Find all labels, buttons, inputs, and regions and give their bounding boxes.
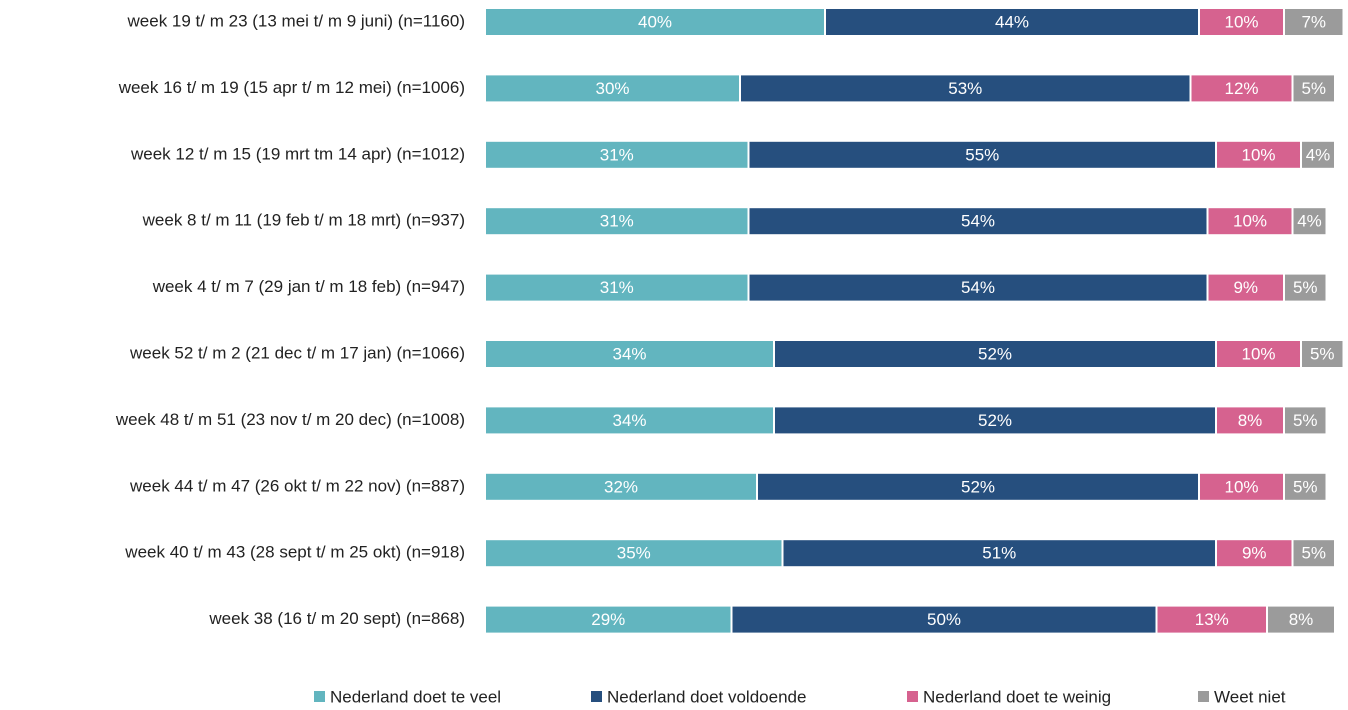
data-label: 10% (1241, 344, 1275, 363)
data-label: 5% (1301, 544, 1326, 563)
bar-segment (486, 341, 773, 367)
bar-segment (1217, 407, 1283, 434)
data-label: 5% (1293, 411, 1318, 430)
bar-segment (749, 274, 1207, 301)
bar-segment (1285, 9, 1343, 35)
legend-label: Nederland doet voldoende (607, 687, 806, 706)
data-label: 51% (982, 544, 1016, 563)
data-label: 31% (600, 278, 634, 297)
data-label: 32% (604, 477, 638, 496)
data-label: 30% (595, 79, 629, 98)
data-label: 53% (948, 79, 982, 98)
data-label: 31% (600, 212, 634, 231)
data-label: 50% (927, 610, 961, 629)
data-label: 9% (1233, 278, 1258, 297)
data-label: 12% (1224, 79, 1258, 98)
data-label: 5% (1293, 477, 1318, 496)
bar-segment (741, 75, 1190, 102)
data-label: 55% (965, 145, 999, 164)
y-tick-label: week 12 t/ m 15 (19 mrt tm 14 apr) (n=10… (130, 144, 465, 163)
data-label: 10% (1241, 145, 1275, 164)
bar-segment (1191, 75, 1292, 102)
data-label: 52% (978, 344, 1012, 363)
data-label: 31% (600, 145, 634, 164)
bar-segment (1293, 75, 1334, 102)
data-label: 34% (612, 344, 646, 363)
bar-segment (1293, 208, 1326, 235)
bar-segment (1302, 141, 1334, 168)
legend-label: Nederland doet te weinig (923, 687, 1111, 706)
bar-segment (732, 606, 1156, 633)
bar-segment (775, 407, 1215, 434)
y-tick-label: week 44 t/ m 47 (26 okt t/ m 22 nov) (n=… (129, 476, 465, 495)
bar-segment (486, 606, 731, 633)
data-label: 4% (1306, 145, 1331, 164)
legend-swatch (1198, 691, 1209, 702)
data-label: 10% (1233, 212, 1267, 231)
bar-segment (1200, 9, 1283, 35)
bar-segment (486, 407, 773, 434)
bar-segment (1285, 274, 1326, 301)
bar-segment (486, 473, 756, 500)
bar-segment (1217, 341, 1300, 367)
data-label: 9% (1242, 544, 1267, 563)
data-label: 13% (1195, 610, 1229, 629)
legend-label: Weet niet (1214, 687, 1286, 706)
bar-segment (826, 9, 1198, 35)
data-label: 5% (1310, 344, 1335, 363)
bar-segment (1217, 540, 1292, 567)
y-tick-label: week 52 t/ m 2 (21 dec t/ m 17 jan) (n=1… (129, 343, 465, 362)
y-tick-label: week 48 t/ m 51 (23 nov t/ m 20 dec) (n=… (115, 410, 465, 429)
data-label: 4% (1297, 212, 1322, 231)
bar-segment (749, 141, 1215, 168)
bar-segment (486, 208, 748, 235)
y-tick-label: week 4 t/ m 7 (29 jan t/ m 18 feb) (n=94… (152, 277, 465, 296)
data-label: 35% (617, 544, 651, 563)
data-label: 10% (1224, 477, 1258, 496)
y-tick-label: week 8 t/ m 11 (19 feb t/ m 18 mrt) (n=9… (142, 211, 465, 230)
y-tick-label: week 38 (16 t/ m 20 sept) (n=868) (208, 609, 465, 628)
bar-segment (1285, 407, 1326, 434)
legend-label: Nederland doet te veel (330, 687, 501, 706)
data-label: 5% (1293, 278, 1318, 297)
bar-segment (1302, 341, 1343, 367)
y-tick-label: week 19 t/ m 23 (13 mei t/ m 9 juni) (n=… (127, 11, 465, 30)
data-label: 44% (995, 12, 1029, 31)
bar-segment (486, 274, 748, 301)
bar-segment (486, 9, 824, 35)
data-label: 54% (961, 212, 995, 231)
bar-segment (749, 208, 1207, 235)
data-label: 40% (638, 12, 672, 31)
data-label: 29% (591, 610, 625, 629)
bar-segment (486, 141, 748, 168)
data-label: 8% (1238, 411, 1263, 430)
data-label: 52% (978, 411, 1012, 430)
bar-segment (783, 540, 1215, 567)
data-label: 54% (961, 278, 995, 297)
bar-segment (1200, 473, 1283, 500)
bar-segment (775, 341, 1215, 367)
y-tick-label: week 16 t/ m 19 (15 apr t/ m 12 mei) (n=… (118, 78, 465, 97)
legend-swatch (314, 691, 325, 702)
bar-segment (1208, 274, 1283, 301)
y-tick-label: week 40 t/ m 43 (28 sept t/ m 25 okt) (n… (124, 543, 465, 562)
bar-segment (1293, 540, 1334, 567)
data-label: 34% (612, 411, 646, 430)
data-label: 7% (1301, 12, 1326, 31)
legend-swatch (907, 691, 918, 702)
bar-segment (1285, 473, 1326, 500)
data-label: 52% (961, 477, 995, 496)
bar-segment (1217, 141, 1300, 168)
bar-segment (1157, 606, 1266, 633)
data-label: 10% (1224, 12, 1258, 31)
data-label: 8% (1289, 610, 1314, 629)
data-label: 5% (1301, 79, 1326, 98)
bar-segment (1268, 606, 1334, 633)
bar-segment (758, 473, 1198, 500)
bar-segment (1208, 208, 1292, 235)
legend-swatch (591, 691, 602, 702)
bar-segment (486, 540, 782, 567)
bar-segment (486, 75, 739, 102)
